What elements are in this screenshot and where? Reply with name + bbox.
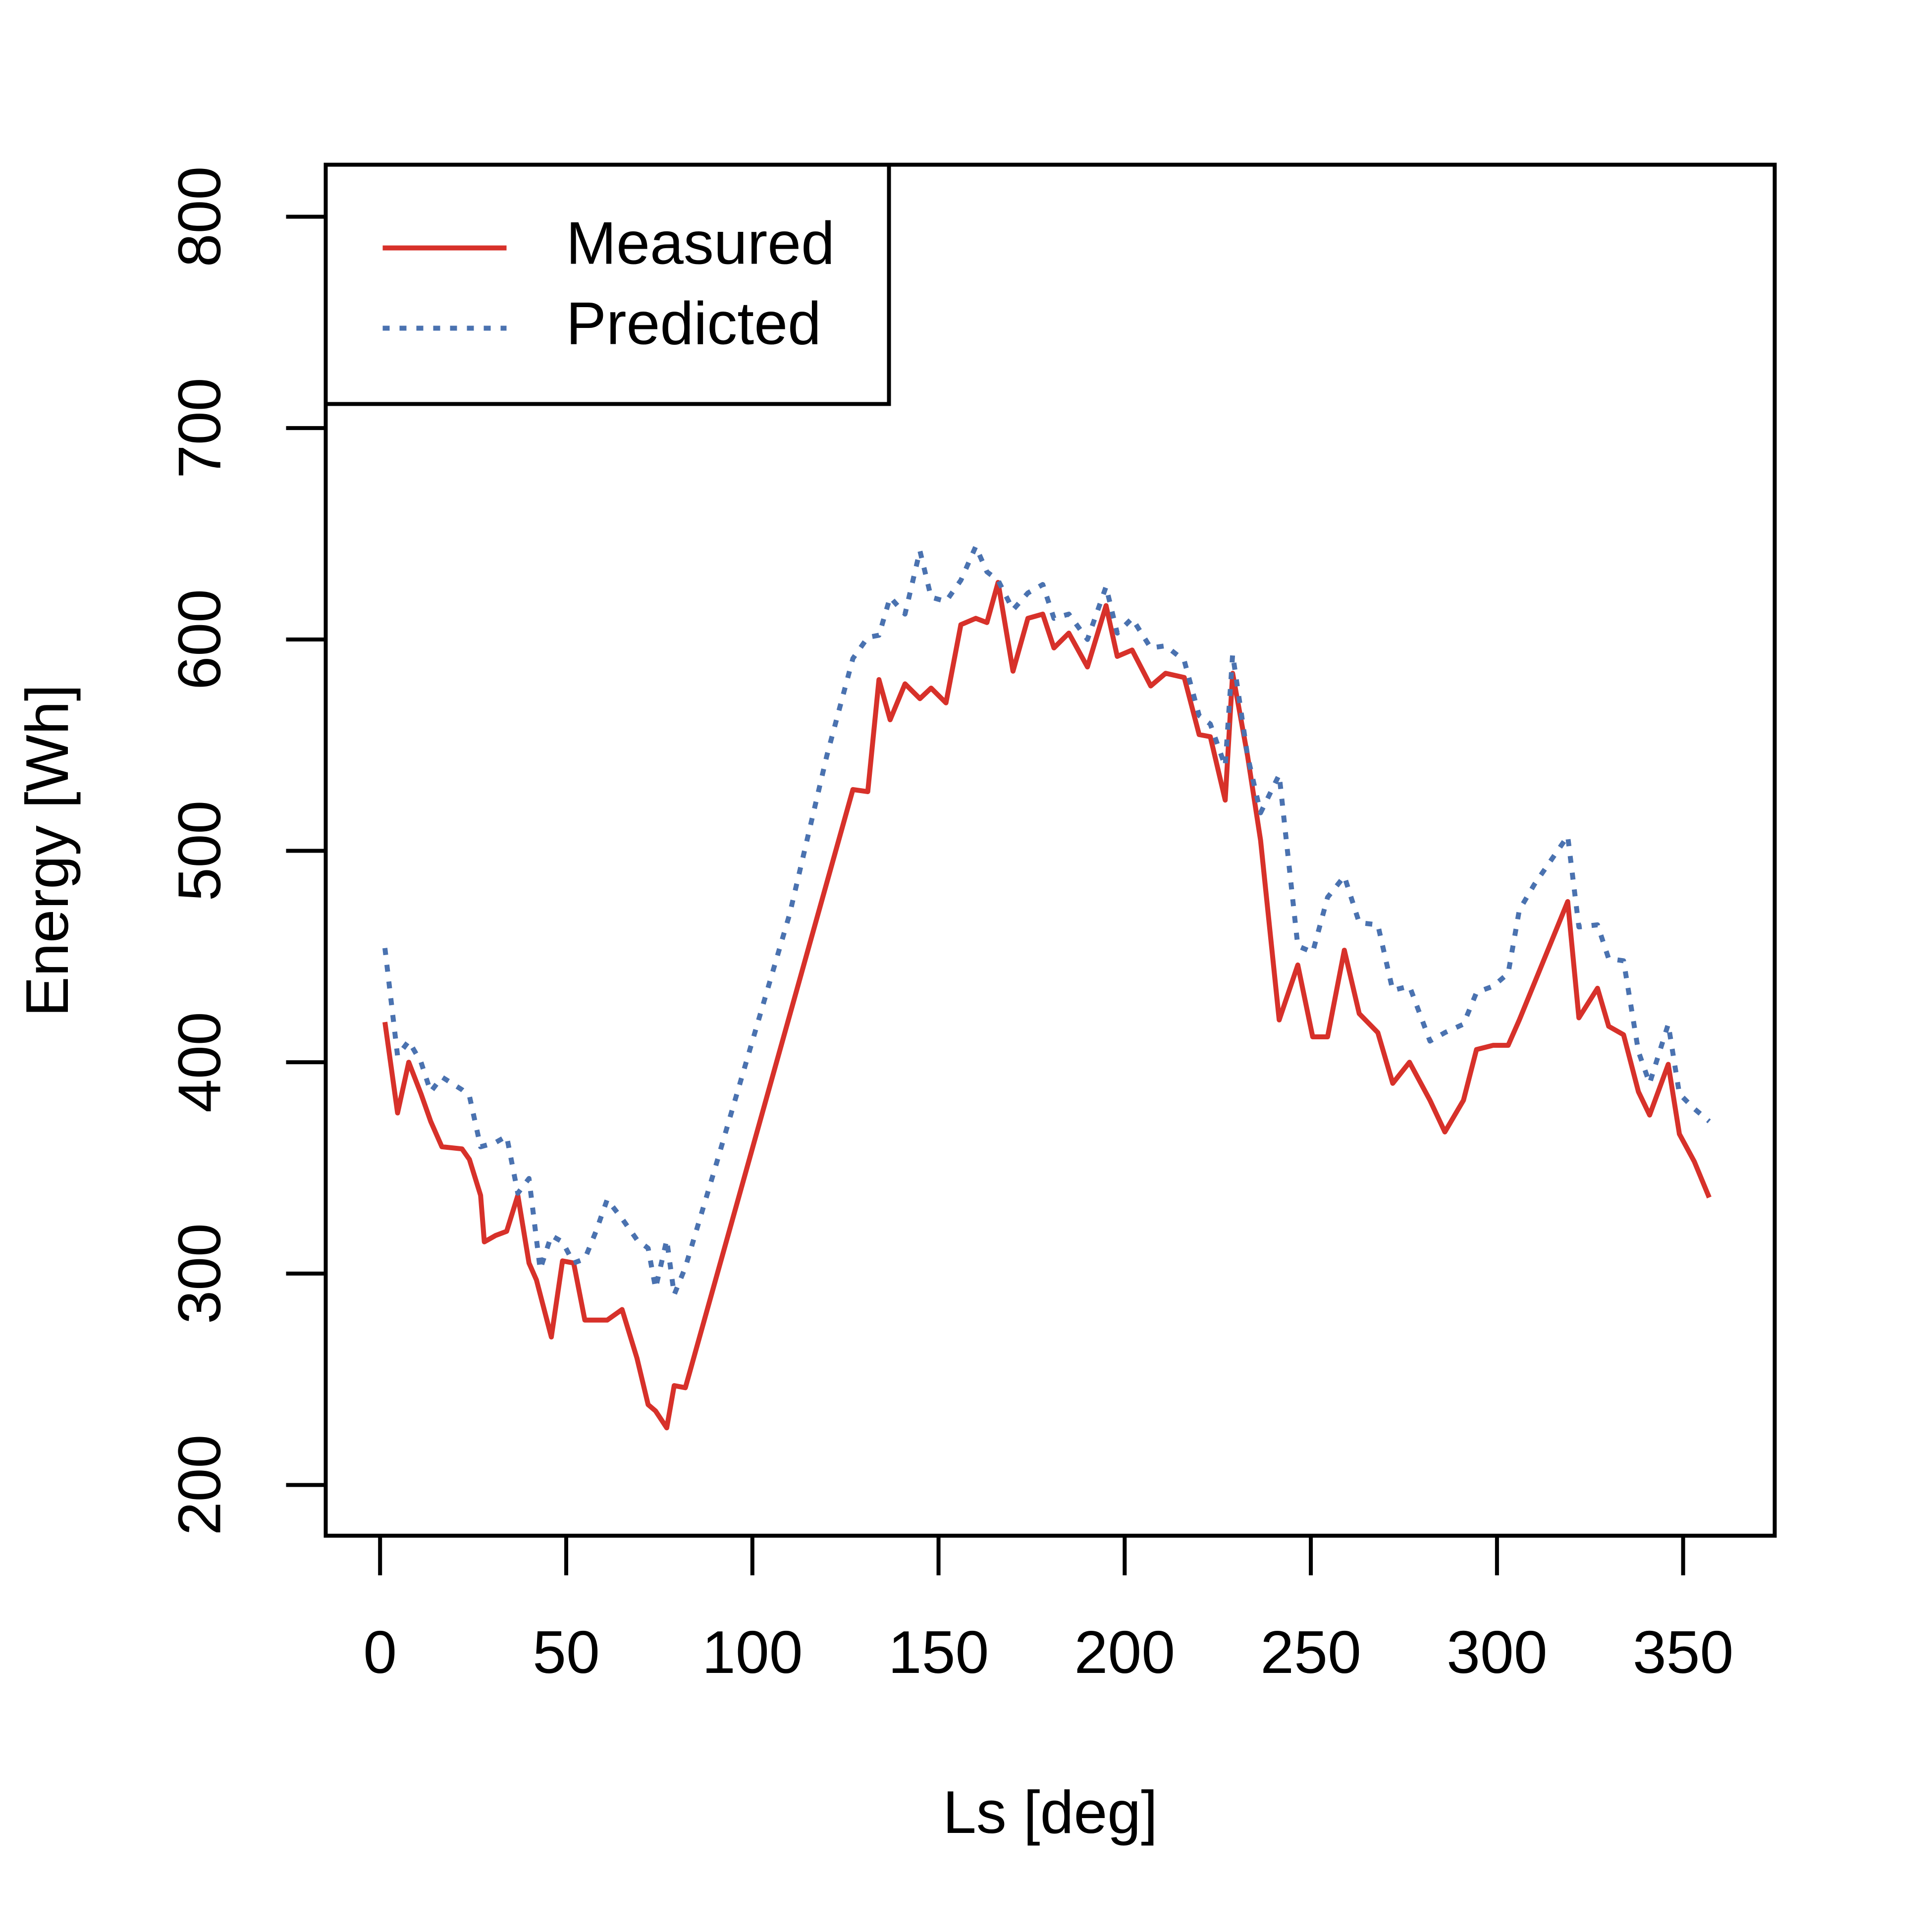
x-tick-label: 0 bbox=[363, 1618, 397, 1686]
x-tick-label: 250 bbox=[1260, 1618, 1361, 1686]
x-tick-label: 300 bbox=[1447, 1618, 1548, 1686]
x-tick-label: 150 bbox=[888, 1618, 989, 1686]
y-tick-label: 800 bbox=[166, 166, 233, 268]
series-line bbox=[382, 544, 1711, 1297]
y-tick-label: 700 bbox=[166, 377, 233, 479]
legend-box bbox=[323, 162, 891, 406]
x-tick-label: 350 bbox=[1633, 1618, 1734, 1686]
x-axis-title: Ls [deg] bbox=[943, 1778, 1158, 1846]
y-tick-label: 300 bbox=[166, 1223, 233, 1324]
y-tick-label: 500 bbox=[166, 801, 233, 902]
x-tick-label: 100 bbox=[702, 1618, 803, 1686]
plot-frame bbox=[323, 162, 1777, 1538]
y-tick-label: 200 bbox=[166, 1435, 233, 1536]
x-tick-label: 50 bbox=[533, 1618, 600, 1686]
y-tick-label: 400 bbox=[166, 1012, 233, 1113]
x-tick-label: 200 bbox=[1074, 1618, 1176, 1686]
y-tick-label: 600 bbox=[166, 589, 233, 690]
legend-label: Predicted bbox=[566, 290, 821, 357]
y-axis-title: Energy [Wh] bbox=[13, 684, 81, 1017]
series-line bbox=[382, 580, 1712, 1431]
legend-label: Measured bbox=[566, 210, 835, 277]
